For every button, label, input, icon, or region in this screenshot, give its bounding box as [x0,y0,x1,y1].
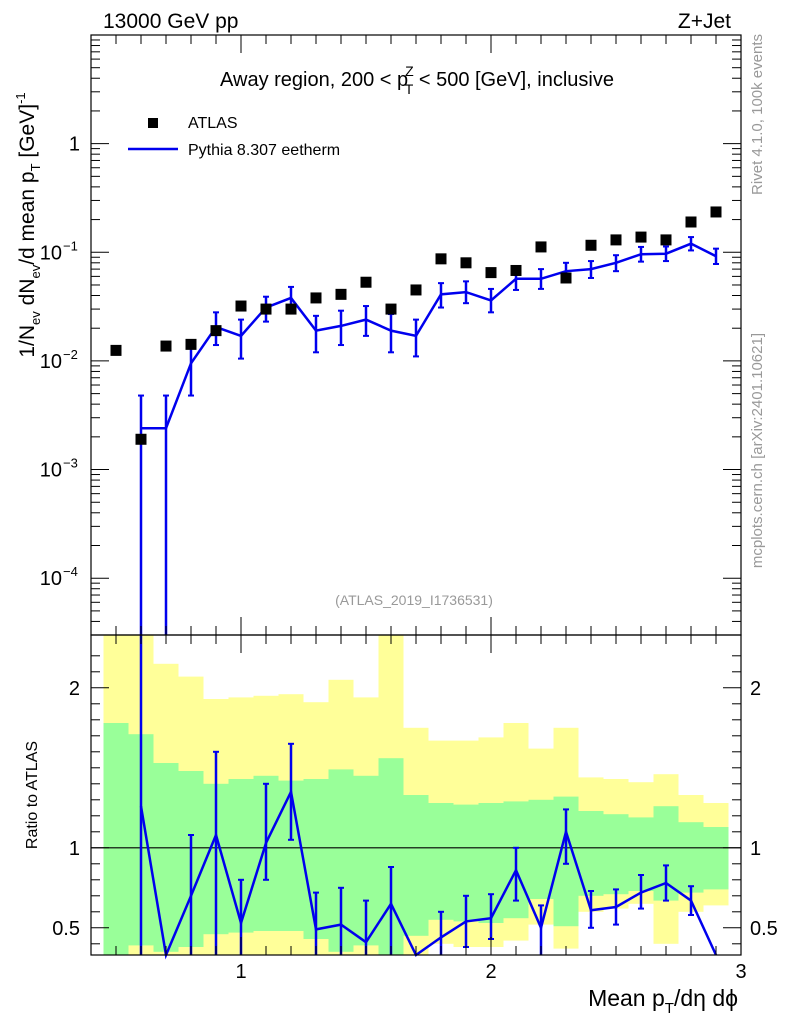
main-y-tick-exp-3: −3 [63,456,78,471]
x-tick-label-1: 2 [485,961,496,983]
main-y-tick-exp-2: −2 [63,347,78,362]
data-point-0 [110,344,122,356]
main-y-axis-label: 1/Nev dNev/d mean pT [GeV]-1 [13,92,43,357]
ratio-inner-band-20 [603,814,629,895]
ratio-inner-band-13 [428,803,454,920]
main-y-tick-label-4: 10 [40,568,62,590]
data-point-7 [285,303,297,315]
legend-data-marker [148,118,158,128]
data-point-14 [460,257,472,269]
main-y-tick-label-3: 10 [40,460,62,482]
ratio-inner-band-12 [403,795,429,936]
ratio-y-tick-label-right-1: 1 [750,838,761,860]
main-y-tick-label-1: 10 [40,242,62,264]
ratio-y-tick-label-left-1: 1 [69,838,80,860]
legend-data-label: ATLAS [188,115,238,132]
ratio-inner-band-24 [703,827,729,890]
main-y-tick-exp-1: −1 [63,238,78,253]
x-axis-label: Mean pT/dη dϕ [588,985,738,1017]
data-point-20 [610,234,622,246]
ratio-panel [91,635,741,960]
data-point-18 [560,272,572,284]
main-panel [110,206,722,635]
main-mc-line [141,242,717,430]
ratio-y-axis-label: Ratio to ATLAS [24,741,41,849]
ratio-y-tick-label-right-0: 0.5 [750,918,778,940]
main-y-tick-label-2: 10 [40,351,62,373]
data-point-8 [310,292,322,304]
ratio-inner-band-17 [528,799,554,899]
analysis-watermark: (ATLAS_2019_I1736531) [335,592,493,608]
x-tick-label-0: 1 [235,961,246,983]
ratio-y-tick-label-right-2: 2 [750,678,761,700]
main-y-tick-exp-4: −4 [63,564,78,579]
data-point-21 [635,231,647,243]
data-point-6 [260,303,272,315]
data-point-4 [210,325,222,337]
data-point-23 [685,216,697,228]
header-left: 13000 GeV pp [103,10,238,33]
ratio-inner-band-2 [153,763,179,952]
data-point-2 [160,340,172,352]
data-point-24 [710,206,722,218]
ratio-y-tick-label-left-0: 0.5 [52,918,80,940]
data-point-10 [360,276,372,288]
data-point-22 [660,234,672,246]
data-point-1 [135,433,147,445]
ratio-y-tick-label-left-2: 2 [69,678,80,700]
ratio-inner-band-0 [103,723,129,955]
data-point-16 [510,264,522,276]
header-right: Z+Jet [678,10,731,33]
mcplots-reference-label: mcplots.cern.ch [arXiv:2401.10621] [749,333,766,568]
data-point-5 [235,300,247,312]
main-y-tick-label-0: 1 [69,134,80,156]
data-point-19 [585,239,597,251]
data-point-15 [485,267,497,279]
data-point-3 [185,338,197,350]
ratio-mc-line [139,787,718,960]
data-point-13 [435,253,447,265]
ratio-inner-band-23 [678,822,704,893]
data-point-9 [335,288,347,300]
data-point-17 [535,241,547,253]
plot-title: Away region, 200 < pZ T < 500 [GeV], incl… [220,63,614,97]
legend-mc-label: Pythia 8.307 eetherm [188,142,340,159]
data-point-12 [410,284,422,296]
rivet-version-label: Rivet 4.1.0, 100k events [749,34,766,195]
x-tick-label-2: 3 [735,961,746,983]
data-point-11 [385,303,397,315]
